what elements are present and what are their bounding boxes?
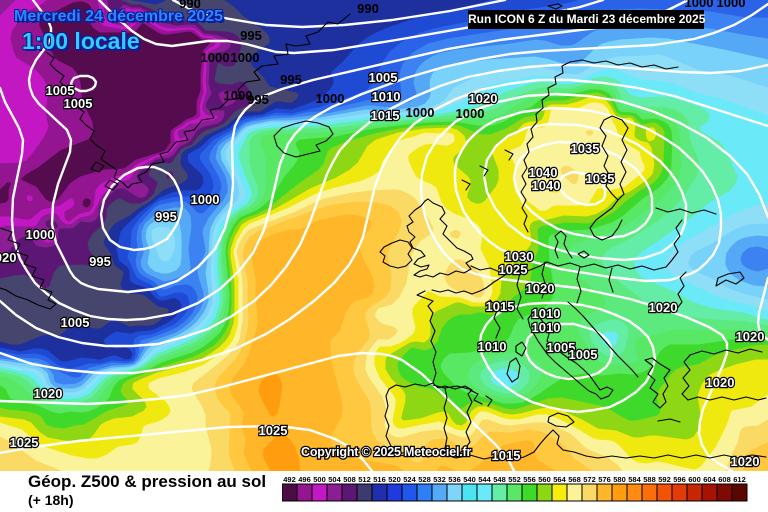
svg-text:1020: 1020: [526, 281, 555, 296]
svg-text:592: 592: [658, 475, 671, 484]
svg-text:568: 568: [568, 475, 581, 484]
svg-text:560: 560: [538, 475, 551, 484]
svg-text:492: 492: [283, 475, 296, 484]
svg-text:544: 544: [478, 475, 491, 484]
svg-text:1025: 1025: [10, 435, 39, 450]
svg-text:524: 524: [403, 475, 416, 484]
svg-text:1015: 1015: [492, 448, 521, 463]
svg-text:1000: 1000: [224, 88, 253, 103]
svg-text:612: 612: [733, 475, 746, 484]
svg-text:1020: 1020: [0, 250, 16, 265]
svg-text:995: 995: [155, 209, 177, 224]
svg-text:572: 572: [583, 475, 596, 484]
svg-text:1000: 1000: [191, 192, 220, 207]
svg-text:1015: 1015: [486, 299, 515, 314]
svg-text:1020: 1020: [731, 454, 760, 469]
svg-text:1020: 1020: [736, 329, 765, 344]
svg-text:588: 588: [643, 475, 656, 484]
svg-text:1005: 1005: [46, 83, 75, 98]
svg-text:1010: 1010: [372, 89, 401, 104]
svg-text:1000: 1000: [717, 0, 746, 10]
svg-text:1010: 1010: [532, 306, 561, 321]
svg-text:1040: 1040: [529, 165, 558, 180]
svg-text:580: 580: [613, 475, 626, 484]
svg-text:548: 548: [493, 475, 506, 484]
svg-text:1000: 1000: [26, 227, 55, 242]
svg-text:500: 500: [313, 475, 326, 484]
svg-text:1020: 1020: [706, 375, 735, 390]
svg-text:512: 512: [358, 475, 371, 484]
svg-text:596: 596: [673, 475, 686, 484]
svg-text:528: 528: [418, 475, 431, 484]
svg-text:532: 532: [433, 475, 446, 484]
svg-text:1010: 1010: [478, 339, 507, 354]
svg-text:995: 995: [240, 28, 262, 43]
svg-text:1025: 1025: [259, 423, 288, 438]
svg-text:1000: 1000: [316, 91, 345, 106]
svg-text:1010: 1010: [532, 320, 561, 335]
svg-text:1015: 1015: [371, 108, 400, 123]
svg-text:995: 995: [89, 254, 111, 269]
svg-text:520: 520: [388, 475, 401, 484]
svg-text:Copyright © 2025 Meteociel.fr: Copyright © 2025 Meteociel.fr: [301, 445, 471, 459]
svg-text:990: 990: [179, 0, 201, 11]
svg-text:1020: 1020: [34, 386, 63, 401]
svg-text:504: 504: [328, 475, 341, 484]
svg-text:1005: 1005: [547, 340, 576, 355]
svg-text:1020: 1020: [649, 300, 678, 315]
svg-text:1035: 1035: [586, 171, 615, 186]
svg-text:1035: 1035: [571, 141, 600, 156]
svg-text:604: 604: [703, 475, 716, 484]
svg-text:584: 584: [628, 475, 641, 484]
svg-text:1005: 1005: [64, 96, 93, 111]
svg-text:1005: 1005: [569, 347, 598, 362]
svg-text:1000: 1000: [201, 50, 230, 65]
svg-text:1005: 1005: [369, 70, 398, 85]
svg-text:600: 600: [688, 475, 701, 484]
svg-text:990: 990: [357, 1, 379, 16]
svg-text:552: 552: [508, 475, 521, 484]
svg-text:995: 995: [247, 92, 269, 107]
svg-text:1030: 1030: [505, 249, 534, 264]
svg-text:516: 516: [373, 475, 386, 484]
svg-text:540: 540: [463, 475, 476, 484]
svg-text:1000: 1000: [406, 105, 435, 120]
svg-text:995: 995: [280, 72, 302, 87]
svg-text:1040: 1040: [532, 178, 561, 193]
svg-text:576: 576: [598, 475, 611, 484]
svg-text:1000: 1000: [685, 0, 714, 10]
svg-text:1005: 1005: [61, 315, 90, 330]
svg-text:536: 536: [448, 475, 461, 484]
svg-text:556: 556: [523, 475, 536, 484]
svg-text:1020: 1020: [469, 91, 498, 106]
svg-text:1000: 1000: [231, 50, 260, 65]
svg-text:608: 608: [718, 475, 731, 484]
svg-text:508: 508: [343, 475, 356, 484]
svg-text:496: 496: [298, 475, 311, 484]
svg-text:1025: 1025: [499, 262, 528, 277]
svg-text:564: 564: [553, 475, 566, 484]
svg-text:1000: 1000: [456, 106, 485, 121]
